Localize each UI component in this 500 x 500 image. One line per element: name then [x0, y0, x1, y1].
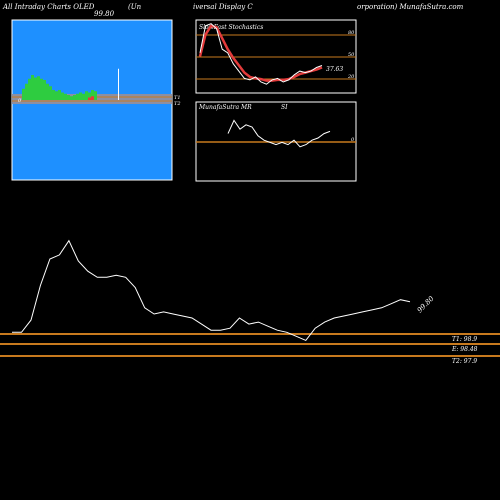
mrsi-panel: MunafaSutra MR SI 0 — [195, 101, 357, 182]
volume-bar — [91, 90, 94, 100]
volume-bar-red — [88, 97, 91, 100]
volume-bar-red — [91, 96, 94, 100]
level-label: E: 98.48 — [451, 346, 478, 353]
stoch-tick-80: 80 — [348, 30, 355, 36]
stoch-tick-50: 50 — [348, 52, 355, 58]
volume-bar — [64, 93, 67, 100]
price-series-line — [12, 239, 411, 342]
level-label: T2: 97.9 — [452, 358, 477, 365]
volume-bar — [94, 91, 97, 100]
mrsi-series-line — [227, 119, 331, 148]
intraday-volume-bars — [22, 68, 119, 100]
price-level-lines: T1: 98.9 E: 98.48 T2: 97.9 — [0, 333, 500, 365]
intraday-t1-label: T1 — [174, 95, 181, 101]
volume-bar — [67, 95, 70, 100]
price-chart: T1: 98.9 E: 98.48 T2: 97.9 99.80 — [0, 239, 500, 365]
intraday-t2-label: T2 — [174, 101, 181, 107]
stochastics-panel: SlowFast Stochastics 80 50 20 37.63 — [195, 19, 357, 94]
volume-bar — [34, 77, 37, 100]
volume-bar — [49, 86, 52, 100]
mrsi-title-2: SI — [281, 104, 288, 111]
volume-bar — [88, 92, 91, 100]
mrsi-zero-label: 0 — [351, 137, 355, 143]
volume-bar — [70, 96, 73, 100]
stoch-slow-line — [198, 24, 323, 82]
intraday-zero-label: 0 — [18, 98, 22, 104]
volume-bar — [85, 91, 88, 100]
stoch-tick-20: 20 — [347, 74, 355, 80]
volume-bar — [55, 91, 58, 100]
stoch-fast-line — [199, 23, 323, 85]
header-mid2: iversal Display C — [193, 3, 253, 11]
volume-bar — [61, 92, 64, 100]
stochastics-title: SlowFast Stochastics — [199, 24, 263, 31]
stoch-value-label: 37.63 — [326, 66, 343, 73]
volume-bar — [82, 93, 85, 100]
volume-bar — [25, 83, 28, 100]
volume-bar — [40, 78, 43, 100]
intraday-panel: 99.80 0 T1 T2 — [11, 10, 181, 181]
volume-bar — [37, 76, 40, 100]
price-value-label: 99.80 — [416, 294, 436, 314]
mrsi-title: MunafaSutra MR — [198, 104, 252, 111]
volume-bar — [118, 68, 119, 100]
volume-bar — [73, 95, 76, 100]
volume-bar — [46, 83, 49, 100]
volume-bar — [58, 90, 61, 100]
intraday-price-label: 99.80 — [94, 10, 115, 18]
header-mid1: (Un — [128, 3, 142, 11]
volume-bar — [31, 75, 34, 100]
volume-bar — [22, 88, 25, 100]
volume-bar — [79, 92, 82, 100]
header-right: orporation) MunafaSutra.com — [357, 3, 464, 11]
volume-bar — [52, 90, 55, 100]
volume-bar — [76, 93, 79, 100]
volume-bar — [43, 80, 46, 100]
header-left: All Intraday Charts OLED — [2, 3, 95, 11]
volume-bar — [28, 78, 31, 100]
level-label: T1: 98.9 — [452, 336, 477, 343]
